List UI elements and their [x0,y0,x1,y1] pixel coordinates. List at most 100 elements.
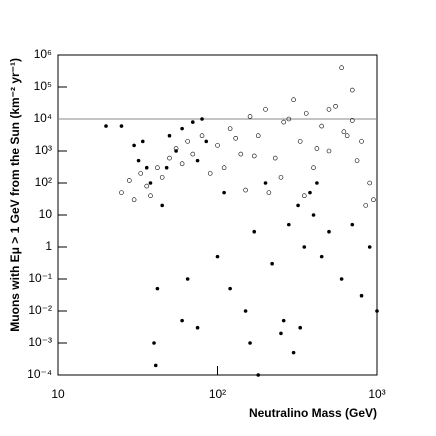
point [359,139,364,144]
point [138,171,144,176]
point [132,143,136,148]
point [185,277,190,281]
point [301,193,307,199]
point [131,197,137,203]
point [272,155,278,161]
point [251,153,257,159]
y-tick-label: 10 [39,207,53,221]
point [228,286,232,291]
point [221,165,227,171]
point [326,107,332,112]
point [279,331,283,336]
point [148,181,153,185]
point [180,126,184,131]
y-tick-label: 10⁻¹ [28,271,52,285]
point [160,203,164,208]
point [127,178,132,183]
point [256,373,261,377]
point [222,190,226,195]
point [354,158,360,163]
point [281,318,286,323]
point [136,158,141,163]
y-tick-label: 10⁵ [34,79,52,93]
point [179,161,185,167]
point [298,325,303,330]
point [341,129,347,135]
point [185,139,190,144]
point [297,139,303,144]
point [243,187,248,193]
point [153,363,158,368]
point [144,183,150,189]
point [119,190,124,195]
point [319,254,324,259]
point [190,151,196,157]
point [247,114,253,119]
point [319,123,324,129]
point [311,213,316,217]
point [243,309,248,313]
point [159,175,165,180]
point [302,245,307,249]
point [204,139,209,144]
y-tick-label: 10⁻² [28,303,52,317]
point [367,180,373,186]
point [314,146,320,151]
point [363,203,369,208]
point [152,341,156,345]
point [104,124,108,128]
point [270,261,274,266]
point [155,286,160,291]
point [266,190,272,195]
point [281,119,286,125]
y-tick-label: 10⁶ [34,47,52,61]
x-tick-label: 10³ [368,387,385,401]
point [371,197,376,203]
point [164,165,169,170]
x-tick-label: 10² [209,387,226,401]
point [339,65,344,71]
point [308,190,312,195]
point [350,222,355,227]
point [286,116,292,122]
y-tick-label: 10⁴ [33,111,52,125]
point [195,158,200,163]
point [359,293,364,298]
point [238,151,244,157]
point [333,103,338,109]
point [167,155,172,161]
y-tick-label: 10⁻³ [28,335,52,349]
point [167,133,172,138]
point [349,118,355,123]
point [155,165,160,171]
point [344,133,350,139]
point [287,222,291,227]
point [349,87,355,93]
point [207,171,213,176]
point [252,229,257,234]
y-tick-label: 10² [35,175,52,189]
point [291,97,296,103]
y-tick-label: 1 [45,239,52,253]
x-axis-label: Neutralino Mass (GeV) [249,406,377,420]
point [199,133,205,139]
point [215,143,220,148]
point [263,107,268,112]
point [180,318,184,323]
point [367,245,372,249]
point [148,193,153,199]
point [255,133,261,139]
point [195,325,200,330]
point [326,148,332,154]
point [263,181,268,185]
point [119,124,124,128]
point [174,149,178,153]
point [291,350,296,355]
point [375,309,379,313]
x-tick-label: 10 [51,387,65,401]
point [140,139,145,144]
plot-frame [57,54,378,376]
point [190,120,195,124]
